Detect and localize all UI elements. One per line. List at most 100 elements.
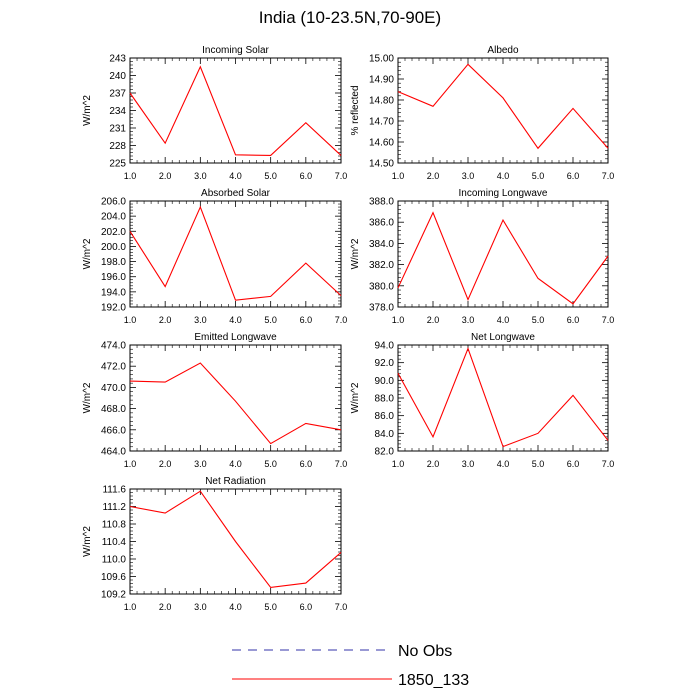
x-tick-label: 7.0 (335, 459, 348, 469)
x-tick-label: 1.0 (392, 459, 405, 469)
panel-title: Incoming Longwave (459, 188, 548, 199)
y-tick-label: 110.0 (102, 555, 127, 566)
y-axis-label: W/m^2 (82, 238, 93, 269)
plot-frame (397, 344, 609, 452)
y-tick-label: 468.0 (101, 404, 126, 415)
panel-title: Incoming Solar (202, 45, 269, 56)
panel-1: Incoming Solar W/m^2 1.0 2.0 3.0 4.0 5.0 6.0 7.0… (82, 45, 347, 181)
y-axis-label: W/m^2 (82, 95, 93, 126)
y-tick-label: 14.70 (369, 117, 394, 128)
legend: No Obs 1850_133 (232, 643, 469, 689)
x-tick-label: 2.0 (427, 171, 440, 181)
y-axis-label: % reflected (350, 85, 361, 135)
x-tick-label: 1.0 (124, 315, 137, 325)
series-line (397, 63, 609, 150)
y-tick-label: 82.0 (375, 447, 395, 458)
series-line (129, 205, 342, 301)
panel-title: Absorbed Solar (201, 188, 271, 199)
x-tick-label: 4.0 (229, 459, 242, 469)
y-tick-label: 110.8 (102, 520, 127, 531)
y-tick-label: 196.0 (101, 272, 126, 283)
series-line (129, 490, 342, 589)
x-tick-label: 3.0 (194, 602, 207, 612)
y-axis-label: W/m^2 (350, 238, 361, 269)
y-tick-label: 192.0 (101, 303, 126, 314)
x-tick-label: 3.0 (462, 171, 475, 181)
x-tick-label: 2.0 (159, 171, 172, 181)
x-tick-label: 7.0 (602, 171, 615, 181)
y-tick-label: 237 (109, 89, 126, 100)
y-tick-label: 243 (109, 54, 126, 65)
plot-frame (129, 344, 342, 452)
y-tick-label: 111.6 (102, 485, 126, 496)
x-tick-label: 5.0 (264, 602, 277, 612)
y-tick-label: 14.50 (369, 159, 394, 170)
y-axis-label: W/m^2 (82, 526, 93, 557)
x-tick-label: 1.0 (392, 315, 405, 325)
x-tick-label: 2.0 (427, 459, 440, 469)
y-tick-label: 204.0 (101, 212, 126, 223)
x-tick-label: 1.0 (124, 602, 137, 612)
plot-frame (129, 57, 342, 164)
y-tick-label: 206.0 (101, 197, 126, 208)
y-tick-label: 231 (109, 124, 126, 135)
y-tick-label: 386.0 (369, 218, 394, 229)
x-tick-label: 1.0 (392, 171, 405, 181)
x-tick-label: 3.0 (462, 315, 475, 325)
x-tick-label: 4.0 (229, 315, 242, 325)
y-tick-label: 470.0 (101, 383, 126, 394)
x-tick-label: 5.0 (264, 315, 277, 325)
panel-2: Albedo % reflected 1.0 2.0 3.0 4.0 5.0 6.0 7.0 14… (350, 45, 614, 181)
plot-frame (397, 200, 609, 308)
panel-title: Net Longwave (471, 332, 535, 343)
y-axis-label: W/m^2 (350, 382, 361, 413)
x-tick-label: 1.0 (124, 171, 137, 181)
x-tick-label: 4.0 (497, 459, 510, 469)
figure-title: India (10-23.5N,70-90E) (258, 8, 442, 27)
y-tick-label: 388.0 (369, 197, 394, 208)
y-tick-label: 86.0 (375, 411, 395, 422)
x-tick-label: 6.0 (300, 171, 313, 181)
y-tick-label: 14.60 (369, 138, 394, 149)
y-tick-label: 14.90 (369, 75, 394, 86)
y-tick-label: 380.0 (369, 281, 394, 292)
x-tick-label: 6.0 (300, 315, 313, 325)
panel-7: Net Radiation W/m^2 1.0 2.0 3.0 4.0 5.0 6.0 7.0 1… (82, 476, 347, 612)
x-tick-label: 5.0 (264, 459, 277, 469)
x-tick-label: 3.0 (194, 315, 207, 325)
y-tick-label: 228 (109, 141, 126, 152)
x-tick-label: 1.0 (124, 459, 137, 469)
y-tick-label: 202.0 (101, 227, 126, 238)
x-tick-label: 5.0 (532, 171, 545, 181)
y-tick-label: 194.0 (101, 287, 126, 298)
series-line (129, 362, 342, 445)
y-tick-label: 109.6 (101, 572, 126, 583)
x-tick-label: 7.0 (602, 315, 615, 325)
x-tick-label: 6.0 (567, 459, 580, 469)
series-line (129, 65, 342, 156)
x-tick-label: 5.0 (264, 171, 277, 181)
y-tick-label: 466.0 (101, 425, 126, 436)
panel-6: Net Longwave W/m^2 1.0 2.0 3.0 4.0 5.0 6.0 7.0 82… (350, 332, 614, 469)
panel-5: Emitted Longwave W/m^2 1.0 2.0 3.0 4.0 5.0 6.0 7… (82, 332, 347, 469)
x-tick-label: 5.0 (532, 459, 545, 469)
y-tick-label: 84.0 (375, 429, 395, 440)
y-tick-label: 200.0 (101, 242, 126, 253)
y-tick-label: 472.0 (101, 362, 126, 373)
y-tick-label: 90.0 (375, 376, 395, 387)
y-tick-label: 378.0 (369, 303, 394, 314)
panel-title: Net Radiation (205, 476, 266, 487)
x-tick-label: 7.0 (335, 315, 348, 325)
x-tick-label: 7.0 (602, 459, 615, 469)
plot-frame (129, 200, 342, 308)
y-tick-label: 88.0 (375, 394, 395, 405)
panel-title: Emitted Longwave (194, 332, 277, 343)
x-tick-label: 3.0 (462, 459, 475, 469)
y-tick-label: 464.0 (101, 447, 126, 458)
y-tick-label: 15.00 (369, 54, 394, 65)
y-axis-label: W/m^2 (82, 382, 93, 413)
panel-3: Absorbed Solar W/m^2 1.0 2.0 3.0 4.0 5.0 6.0 7.0… (82, 188, 347, 325)
x-tick-label: 6.0 (567, 171, 580, 181)
y-tick-label: 474.0 (101, 341, 126, 352)
y-tick-label: 198.0 (101, 257, 126, 268)
